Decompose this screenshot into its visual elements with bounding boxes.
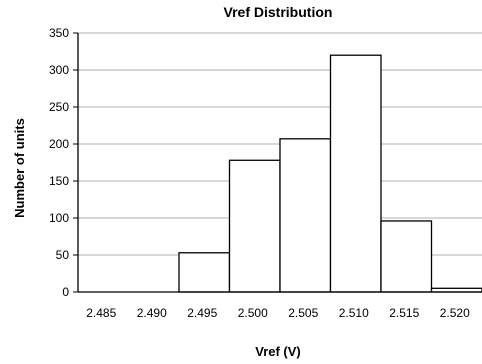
y-tick-label-250: 250 [49,100,69,114]
x-tick-labels: 2.485 2.490 2.495 2.500 2.505 2.510 2.515 2.520 [86,306,470,320]
y-axis-label: Number of units [12,118,27,218]
y-tick-label-100: 100 [49,211,69,225]
y-tick-label-150: 150 [49,174,69,188]
x-tick-label-2.520: 2.520 [440,306,470,320]
y-tick-label-50: 50 [56,248,70,262]
x-tick-label-2.490: 2.490 [137,306,167,320]
x-tick-label-2.505: 2.505 [288,306,318,320]
x-tick-label-2.500: 2.500 [238,306,268,320]
x-axis-label: Vref (V) [255,344,301,359]
bar-2.515 [380,220,433,293]
bars [178,54,482,293]
axes [77,33,482,293]
bar-2.510 [329,54,382,293]
y-tick-labels: 0 50 100 150 200 250 300 350 [49,26,78,299]
x-tick-label-2.485: 2.485 [86,306,116,320]
x-tick-label-2.515: 2.515 [389,306,419,320]
y-tick-label-300: 300 [49,63,69,77]
y-tick-label-350: 350 [49,26,69,40]
bar-2.505 [279,138,332,293]
bar-2.495 [178,252,231,293]
y-tick-label-200: 200 [49,137,69,151]
chart-title: Vref Distribution [224,4,333,20]
x-tick-label-2.495: 2.495 [187,306,217,320]
y-tick-label-0: 0 [62,285,69,299]
bar-2.500 [228,159,281,293]
x-tick-label-2.510: 2.510 [339,306,369,320]
